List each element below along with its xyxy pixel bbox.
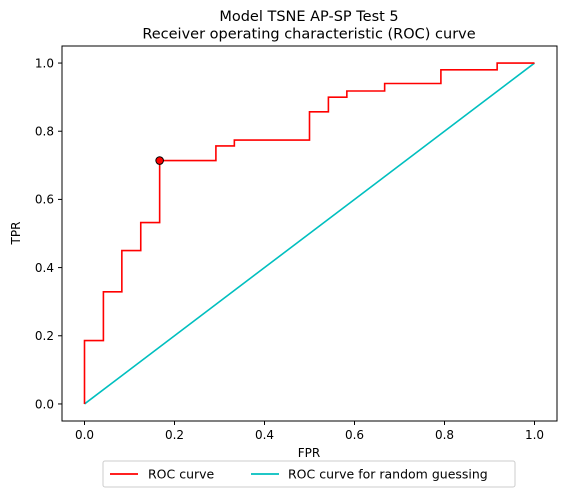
legend: ROC curve ROC curve for random guessing: [102, 460, 516, 488]
y-tick-label: 0.8: [35, 125, 54, 139]
x-tick-label: 1.0: [525, 428, 544, 442]
plot-frame: [61, 45, 558, 422]
legend-label-random-guessing: ROC curve for random guessing: [288, 467, 488, 482]
marker-layer: [155, 156, 164, 165]
series-line-roc-curve: [83, 62, 535, 404]
y-tick-label: 0.6: [35, 193, 54, 207]
x-tick-label: 0.2: [165, 428, 184, 442]
legend-label-roc-curve: ROC curve: [148, 467, 215, 482]
x-tick-label: 0.0: [75, 428, 94, 442]
legend-box: [102, 460, 516, 488]
y-tick-label: 0.2: [35, 329, 54, 343]
y-tick-label: 0.0: [35, 397, 54, 411]
x-tick-label: 0.6: [345, 428, 364, 442]
y-axis-label: TPR: [9, 222, 23, 246]
x-tick-label: 0.8: [435, 428, 454, 442]
series-line-roc-curve-for-random-guessing: [84, 62, 535, 405]
x-tick-label: 0.4: [255, 428, 274, 442]
x-axis-ticks: 0.0 0.2 0.4 0.6 0.8 1.0: [75, 421, 544, 442]
y-tick-label: 1.0: [35, 56, 54, 70]
series-layer: [83, 62, 535, 405]
x-axis-label: FPR: [298, 446, 320, 460]
y-tick-label: 0.4: [35, 261, 54, 275]
chart-subtitle: Receiver operating characteristic (ROC) …: [142, 27, 475, 43]
threshold-point-marker: [155, 156, 164, 165]
chart-title: Model TSNE AP-SP Test 5: [219, 9, 398, 25]
y-axis-ticks: 0.0 0.2 0.4 0.6 0.8 1.0: [35, 56, 62, 411]
